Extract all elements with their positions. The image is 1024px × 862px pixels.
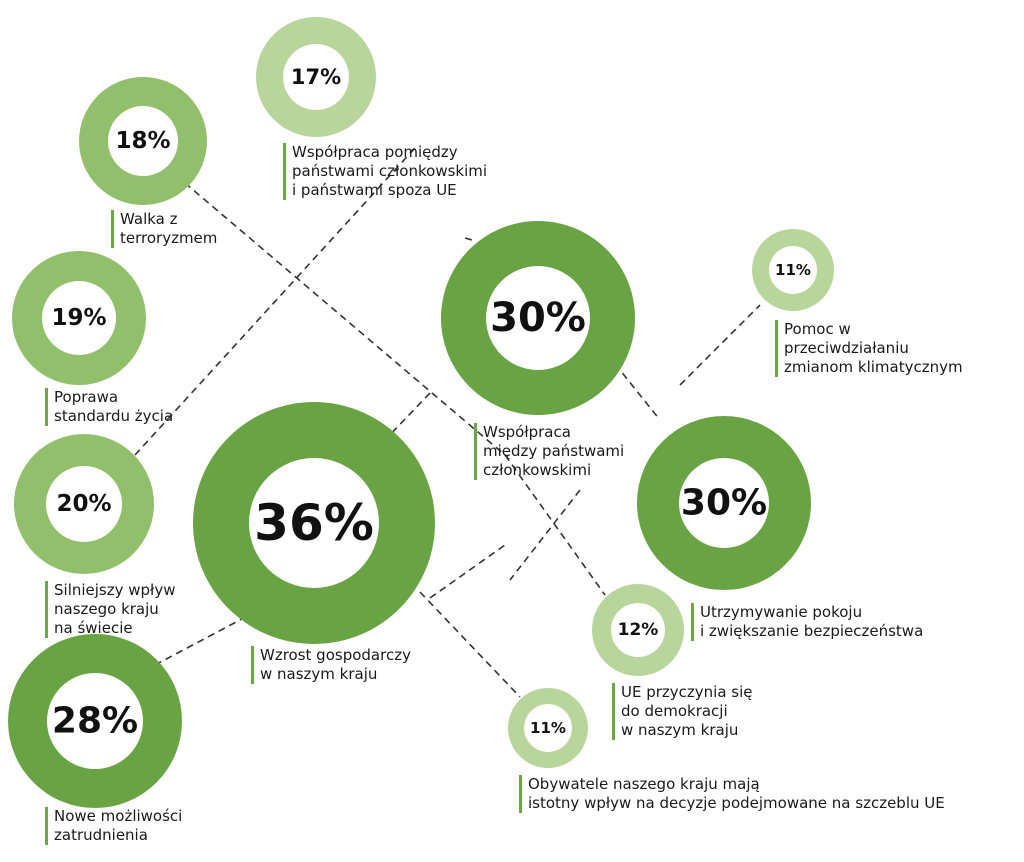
label-line: Współpraca [483,423,571,441]
label-terror: Walka z terroryzmem [111,210,217,248]
bubble-percent: 19% [51,305,106,331]
bubble-percent: 30% [681,483,767,524]
bubble-center [108,106,178,176]
bubble-democracy: 12% [592,584,684,676]
bubble-center [611,603,665,657]
bubble-percent: 18% [115,128,170,154]
label-nonEU: Współpraca pomiędzy państwami członkowski… [283,143,487,200]
label-citizens: Obywatele naszego kraju mają istotny wpły… [519,775,945,813]
label-line: do demokracji [621,702,728,720]
label-line: Współpraca pomiędzy [292,143,458,161]
label-influence: Silniejszy wpływ naszego kraju na świecie [45,581,175,638]
label-cooperation: Współpraca między państwami członkowskimi [474,423,624,480]
label-jobs: Nowe możliwości zatrudnienia [45,807,182,845]
label-line: członkowskimi [483,461,592,479]
label-line: istotny wpływ na decyzje podejmowane na … [528,794,945,812]
connector-line [419,591,521,698]
bubble-center [47,673,143,769]
label-line: Walka z [120,210,178,228]
label-line: przeciwdziałaniu [784,339,909,357]
bubble-percent: 17% [291,65,341,89]
bubble-living: 19% [12,251,146,385]
bubble-climate: 11% [752,229,834,311]
label-line: zmianom klimatycznym [784,358,963,376]
label-line: zatrudnienia [54,826,148,844]
bubble-percent: 11% [530,719,566,737]
bubble-percent: 30% [490,295,586,341]
bubble-center [42,281,116,355]
bubble-percent: 12% [618,620,659,640]
connector-line [184,182,506,456]
bubbles: 36% 30% 30% 28% 20% 19% 18% 17% 12% 11% 11% [8,17,834,808]
connector-line [509,489,581,581]
label-line: Silniejszy wpływ [54,581,176,599]
connector-line [679,304,761,386]
label-line: i zwiększanie bezpieczeństwa [700,622,924,640]
label-line: Utrzymywanie pokoju [700,603,863,621]
label-line: Nowe możliwości [54,807,183,825]
label-line: naszego kraju [54,600,159,618]
label-line: Pomoc w [784,320,851,338]
label-line: Poprawa [54,388,119,406]
bubble-center [486,266,590,370]
bubble-percent: 20% [56,491,111,517]
label-line: standardu życia [54,407,174,425]
connector-line [464,237,473,241]
label-growth: Wzrost gospodarczy w naszym kraju [251,646,411,684]
label-line: Wzrost gospodarczy [260,646,411,664]
label-line: i państwami spoza UE [292,181,457,199]
connector-line [429,544,506,599]
label-line: w naszym kraju [621,721,739,739]
bubble-citizens: 11% [508,688,588,768]
connector-line [154,611,256,666]
connector-line [134,147,416,456]
bubble-nonEU: 17% [256,17,376,137]
label-line: państwami członkowskimi [292,162,488,180]
label-living: Poprawa standardu życia [45,388,173,426]
connector-line [504,454,606,596]
bubble-percent: 36% [254,494,374,552]
bubble-cooperation: 30% [441,221,635,415]
bubble-peace: 30% [637,416,811,590]
bubble-center [524,704,572,752]
bubble-center [769,246,817,294]
bubble-center [679,458,769,548]
bubble-jobs: 28% [8,634,182,808]
label-line: terroryzmem [120,229,218,247]
bubble-terror: 18% [79,77,207,205]
label-peace: Utrzymywanie pokoju i zwiększanie bezpiec… [691,603,923,641]
label-climate: Pomoc w przeciwdziałaniu zmianom klimatycz… [775,320,963,377]
label-line: Obywatele naszego kraju mają [528,775,760,793]
bubble-growth: 36% [193,402,435,644]
bubble-influence: 20% [14,434,154,574]
label-line: między państwami [483,442,625,460]
label-line: UE przyczynia się [621,683,753,701]
bubble-center [249,458,379,588]
label-line: na świecie [54,619,133,637]
bubble-center [283,44,349,110]
bubble-center [46,466,122,542]
bubble-percent: 11% [775,261,811,279]
label-democracy: UE przyczynia się do demokracji w naszym k… [612,683,753,740]
label-line: w naszym kraju [260,665,378,683]
bubble-percent: 28% [52,701,138,742]
